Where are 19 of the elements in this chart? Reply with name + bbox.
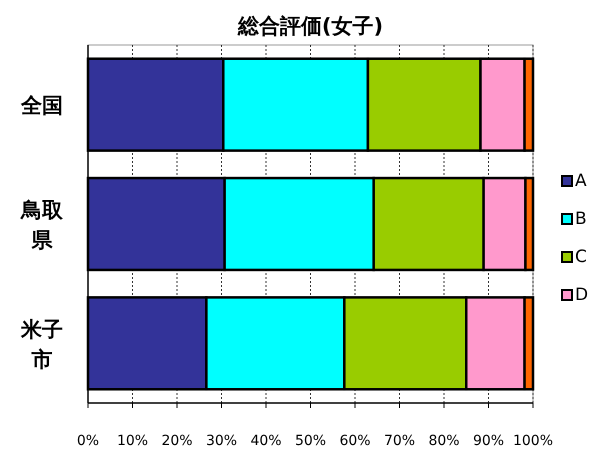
- x-tick-label: 30%: [206, 433, 238, 449]
- x-tick-label: 50%: [294, 433, 326, 449]
- x-tick-label: 70%: [384, 433, 416, 449]
- legend-label: C: [575, 247, 587, 267]
- x-tick-label: 20%: [161, 433, 193, 449]
- legend-label: D: [575, 285, 588, 305]
- y-tick-label: 米子市: [20, 317, 63, 372]
- x-tick-label: 60%: [339, 433, 371, 449]
- x-tick-label: 0%: [76, 433, 100, 449]
- y-tick-label: 全国: [20, 94, 63, 118]
- y-tick-label: 鳥取県: [20, 198, 64, 252]
- x-tick-label: 90%: [472, 433, 504, 449]
- chart-title: 総合評価(女子): [236, 14, 384, 38]
- x-tick-label: 100%: [512, 433, 554, 449]
- legend-label: B: [575, 209, 587, 229]
- x-tick-label: 10%: [116, 433, 148, 449]
- legend-label: A: [575, 171, 587, 191]
- x-tick-label: 80%: [428, 433, 460, 449]
- x-tick-label: 40%: [250, 433, 282, 449]
